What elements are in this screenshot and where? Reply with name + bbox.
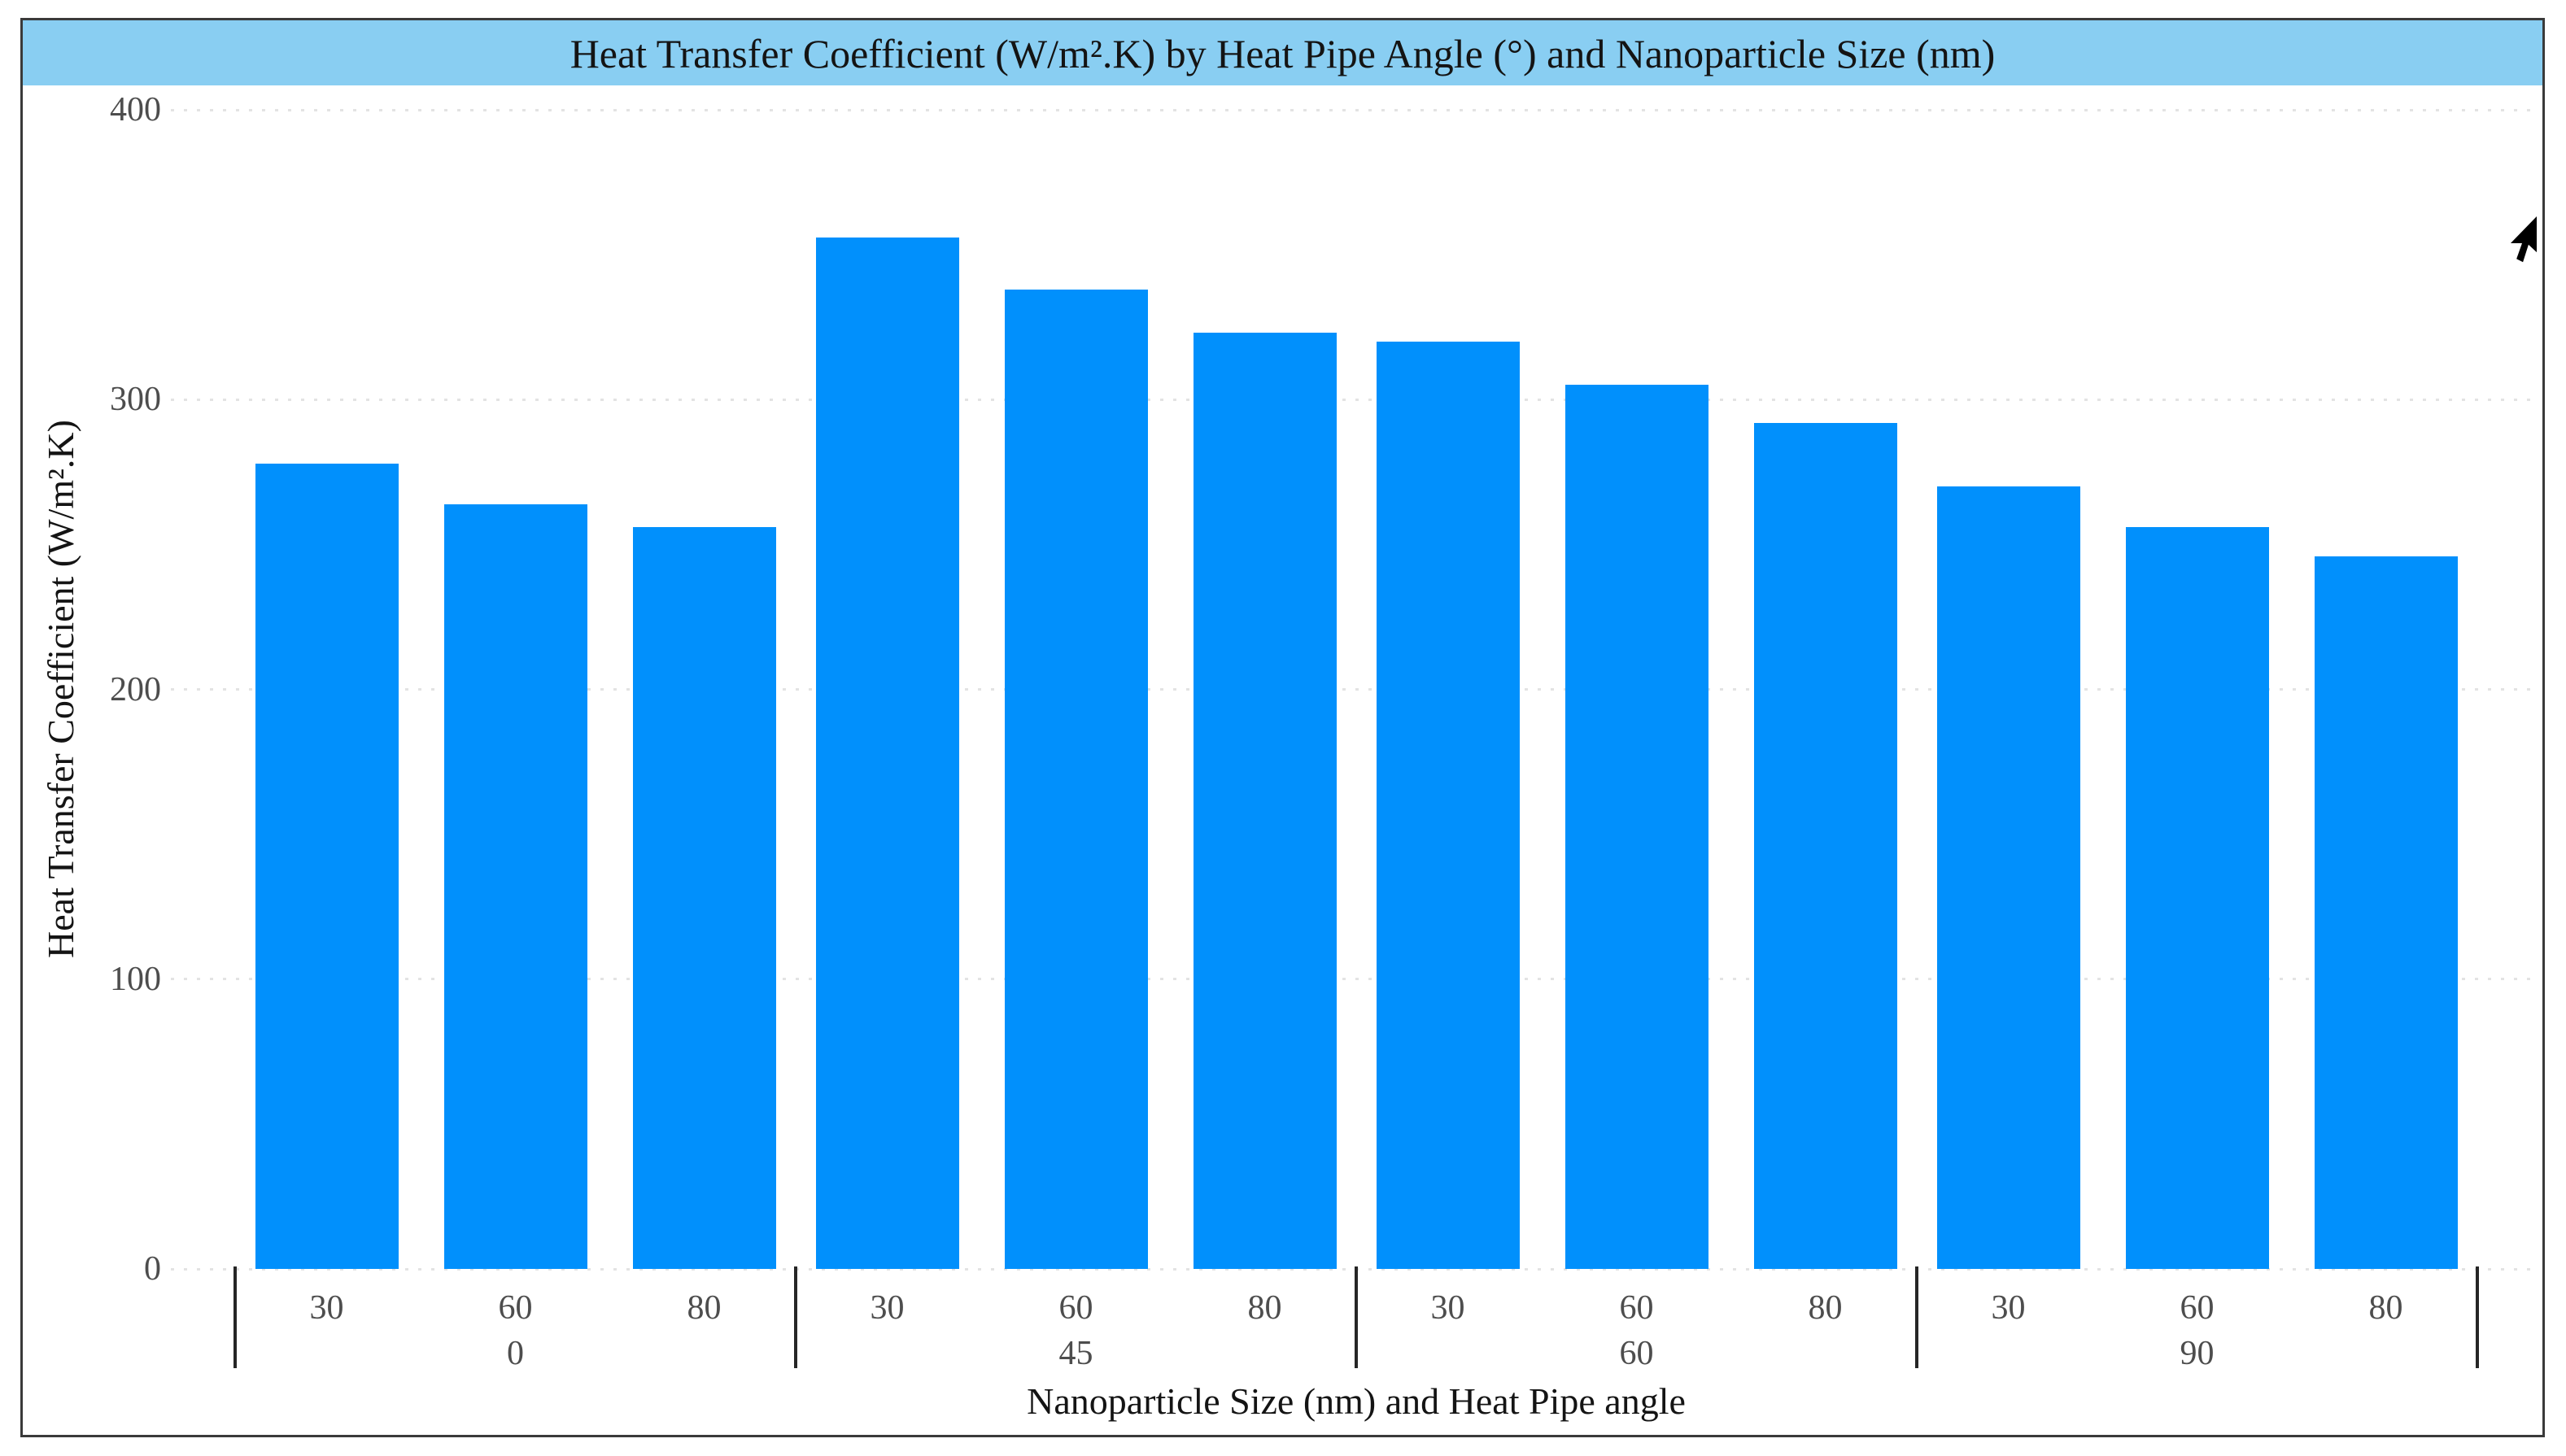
bar-90-80 — [2314, 556, 2458, 1269]
bar-45-60 — [1004, 289, 1148, 1269]
x-tick-label: 60 — [2180, 1289, 2215, 1327]
x-tick-label: 30 — [870, 1289, 905, 1327]
group-label: 45 — [1058, 1335, 1093, 1372]
x-tick-label: 80 — [687, 1289, 722, 1327]
x-tick-label: 80 — [1247, 1289, 1282, 1327]
bar-45-30 — [815, 237, 959, 1269]
bar-0-30 — [255, 463, 399, 1269]
gridline-y400 — [171, 108, 2534, 111]
group-label: 0 — [507, 1335, 524, 1372]
bar-90-60 — [2125, 527, 2269, 1269]
y-tick-label: 200 — [110, 670, 161, 708]
x-tick-label: 30 — [309, 1289, 344, 1327]
bar-0-80 — [632, 527, 776, 1269]
chart-title: Heat Transfer Coefficient (W/m².K) by He… — [23, 20, 2542, 85]
x-tick-label: 30 — [1991, 1289, 2026, 1327]
x-tick-label: 60 — [498, 1289, 533, 1327]
x-tick-label: 60 — [1058, 1289, 1093, 1327]
gridline-y0 — [171, 1267, 2534, 1271]
bar-90-30 — [1936, 486, 2080, 1269]
y-tick-label: 0 — [144, 1250, 161, 1288]
gridline-y200 — [171, 688, 2534, 691]
x-tick-label: 30 — [1430, 1289, 1465, 1327]
y-tick-label: 400 — [110, 91, 161, 129]
group-divider — [1915, 1266, 1918, 1368]
bar-60-30 — [1376, 342, 1520, 1269]
group-label: 90 — [2180, 1335, 2215, 1372]
group-divider — [233, 1266, 237, 1368]
group-divider — [1355, 1266, 1358, 1368]
x-tick-label: 80 — [1808, 1289, 1843, 1327]
y-tick-label: 100 — [110, 960, 161, 998]
x-tick-label: 80 — [2368, 1289, 2403, 1327]
group-label: 60 — [1619, 1335, 1654, 1372]
gridline-y100 — [171, 978, 2534, 981]
gridline-y300 — [171, 398, 2534, 401]
bar-60-80 — [1753, 422, 1897, 1269]
x-tick-label: 60 — [1619, 1289, 1654, 1327]
bar-0-60 — [443, 503, 587, 1269]
x-axis-title: Nanoparticle Size (nm) and Heat Pipe ang… — [1027, 1380, 1686, 1422]
group-divider — [794, 1266, 797, 1368]
group-divider — [2476, 1266, 2479, 1368]
bar-45-80 — [1193, 333, 1337, 1269]
y-tick-label: 300 — [110, 381, 161, 419]
bar-60-60 — [1564, 385, 1708, 1269]
chart-container: Heat Transfer Coefficient (W/m².K) by He… — [20, 18, 2545, 1437]
